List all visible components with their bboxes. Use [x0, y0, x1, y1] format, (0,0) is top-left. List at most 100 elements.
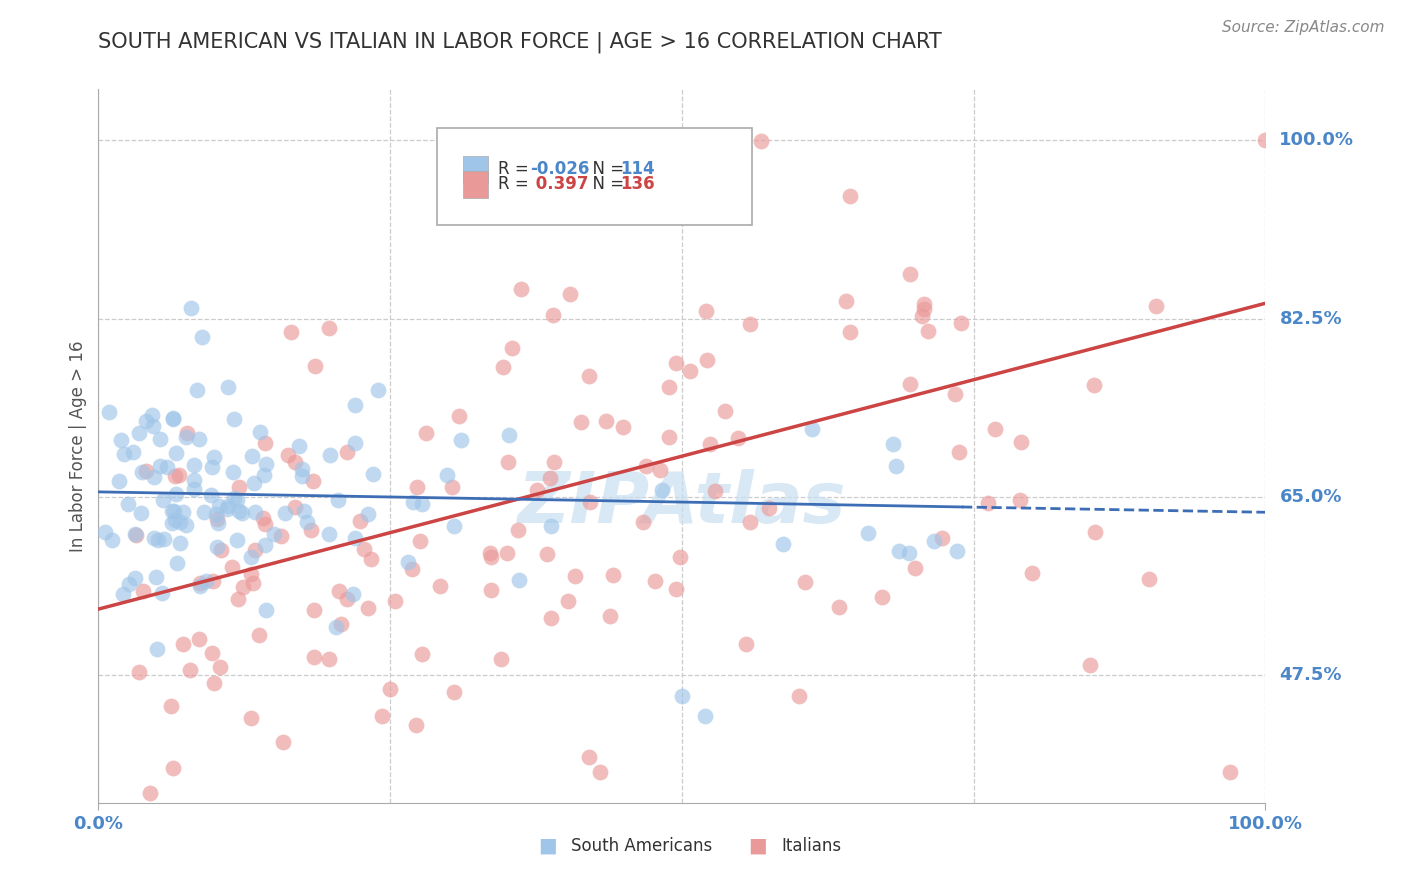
Point [501, 341, 523, 355]
Point [145, 570, 167, 584]
Point [254, 436, 277, 450]
Point [188, 632, 211, 646]
Point [174, 430, 197, 444]
Point [97, 405, 120, 419]
Point [142, 470, 165, 484]
Point [254, 603, 277, 617]
Point [142, 531, 165, 545]
Point [695, 709, 717, 723]
Point [172, 505, 194, 519]
Point [758, 500, 780, 515]
Point [402, 495, 425, 509]
Point [93, 524, 115, 539]
Point [131, 584, 153, 599]
Point [194, 574, 217, 589]
Point [344, 435, 367, 450]
Point [205, 540, 228, 554]
Point [302, 602, 325, 616]
Point [226, 591, 249, 606]
Point [188, 432, 211, 446]
Point [179, 663, 201, 677]
Point [884, 459, 907, 474]
Point [159, 699, 181, 714]
Text: 0.397: 0.397 [530, 175, 589, 193]
Point [602, 567, 624, 582]
Point [738, 515, 761, 529]
Point [839, 325, 862, 339]
Point [201, 574, 224, 589]
Point [794, 575, 817, 590]
Point [589, 765, 612, 780]
Text: ▪: ▪ [537, 831, 558, 860]
Point [749, 134, 772, 148]
Point [112, 446, 135, 460]
Point [740, 317, 762, 331]
Point [165, 487, 187, 501]
Point [240, 549, 263, 564]
Point [228, 504, 250, 518]
Text: R =: R = [498, 161, 533, 178]
Point [489, 651, 512, 665]
Point [135, 464, 157, 478]
Point [943, 387, 966, 401]
Point [396, 555, 419, 569]
Text: South Americans: South Americans [571, 837, 713, 855]
Point [1080, 658, 1102, 673]
Point [302, 475, 325, 489]
Point [541, 308, 564, 322]
Point [225, 533, 247, 547]
Point [226, 493, 249, 508]
Point [135, 415, 157, 429]
Point [253, 468, 276, 483]
Point [301, 523, 323, 537]
Point [205, 507, 228, 521]
Point [912, 301, 935, 316]
Point [163, 512, 186, 526]
Point [207, 516, 229, 530]
Point [356, 507, 378, 521]
Point [291, 462, 314, 476]
Point [948, 445, 970, 459]
Point [498, 427, 520, 442]
Point [146, 642, 169, 657]
Text: 65.0%: 65.0% [1279, 488, 1341, 506]
Point [898, 267, 921, 281]
Point [166, 556, 188, 570]
Point [162, 504, 184, 518]
Text: Italians: Italians [782, 837, 841, 855]
Point [1083, 378, 1105, 392]
Point [496, 545, 519, 559]
Point [207, 500, 229, 514]
Point [273, 734, 295, 748]
Point [371, 708, 394, 723]
Point [1021, 566, 1043, 581]
Point [188, 575, 211, 590]
Point [201, 460, 224, 475]
Point [633, 515, 655, 529]
Point [735, 636, 758, 650]
Text: 82.5%: 82.5% [1279, 310, 1343, 327]
Point [558, 287, 581, 301]
Point [538, 471, 561, 485]
Point [101, 533, 124, 547]
Point [249, 425, 271, 439]
Point [162, 761, 184, 775]
Point [578, 750, 600, 764]
Point [191, 330, 214, 344]
Point [121, 445, 143, 459]
Point [239, 710, 262, 724]
Point [569, 415, 592, 429]
Point [325, 620, 347, 634]
Point [336, 445, 359, 459]
Point [695, 303, 717, 318]
Point [727, 431, 749, 445]
Point [224, 491, 246, 505]
Point [838, 188, 860, 202]
Point [406, 480, 429, 494]
Point [367, 383, 389, 397]
Point [651, 483, 673, 497]
Point [249, 627, 271, 641]
Point [479, 546, 502, 560]
Point [401, 562, 423, 576]
Point [124, 571, 146, 585]
